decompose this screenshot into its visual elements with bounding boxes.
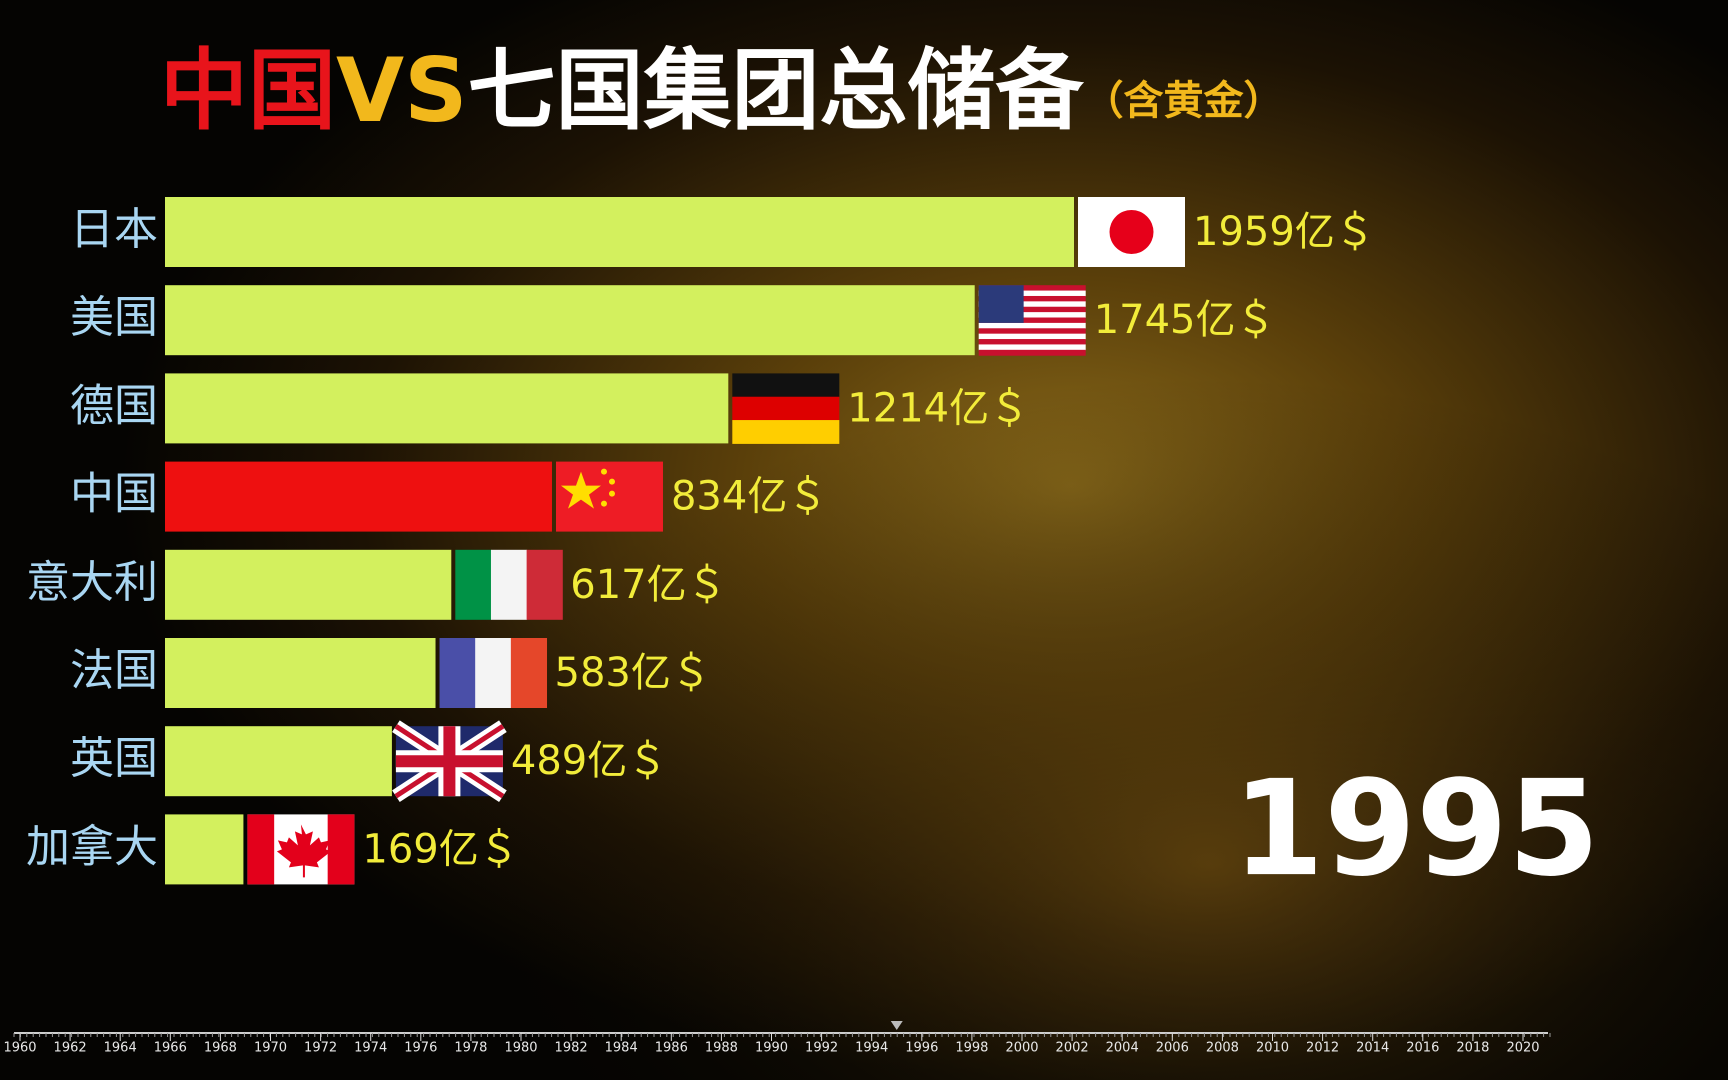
value-label: 834亿＄	[671, 474, 827, 520]
timeline-tick-label: 2012	[1306, 1041, 1339, 1056]
timeline-tick-label: 2006	[1156, 1041, 1189, 1056]
timeline-tick-label: 1982	[555, 1041, 588, 1056]
timeline-tick-label: 1978	[454, 1041, 487, 1056]
value-label: 583亿＄	[555, 650, 711, 696]
timeline-tick-label: 1988	[705, 1041, 738, 1056]
category-label: 加拿大	[26, 821, 158, 872]
flag	[327, 814, 355, 885]
flag	[560, 471, 601, 509]
flag	[608, 490, 615, 497]
timeline-tick-label: 2002	[1056, 1041, 1089, 1056]
flag	[978, 301, 1086, 308]
category-label: 德国	[70, 380, 158, 431]
year-label: 1995	[1232, 752, 1599, 906]
flag	[600, 468, 607, 475]
title-part: 中国	[160, 39, 336, 142]
bar	[165, 638, 436, 708]
timeline-tick-label: 2000	[1005, 1041, 1038, 1056]
chart-title: 中国VS七国集团总储备（含黄金）	[160, 39, 1284, 142]
title-part: VS	[336, 39, 467, 142]
category-label: 法国	[70, 645, 158, 696]
timeline-tick-label: 1990	[755, 1041, 788, 1056]
title-part: 七国集团总储备	[468, 39, 1085, 142]
timeline-tick-label: 1970	[254, 1041, 287, 1056]
timeline-tick-label: 2018	[1456, 1041, 1489, 1056]
timeline-tick-label: 1962	[54, 1041, 87, 1056]
bar	[165, 197, 1074, 267]
category-label: 意大利	[26, 557, 158, 608]
flag	[978, 333, 1086, 340]
flag	[978, 339, 1086, 345]
flag	[490, 549, 528, 620]
flag	[475, 638, 512, 708]
timeline-tick-label: 2016	[1406, 1041, 1439, 1056]
flag	[732, 396, 840, 421]
flag	[978, 285, 1024, 323]
flag	[978, 290, 1086, 297]
value-label: 169亿＄	[362, 826, 518, 872]
flag	[600, 500, 607, 507]
bar	[165, 373, 729, 444]
flag	[276, 824, 331, 878]
flag	[978, 344, 1086, 351]
bar	[165, 814, 244, 885]
flag	[978, 317, 1086, 324]
flag	[732, 373, 840, 398]
flag	[510, 638, 548, 708]
flag	[608, 478, 615, 485]
timeline-tick-label: 1972	[304, 1041, 337, 1056]
timeline-tick-label: 1974	[354, 1041, 387, 1056]
title-part: （含黄金）	[1084, 78, 1284, 124]
timeline-tick-label: 1966	[154, 1041, 187, 1056]
category-label: 日本	[70, 204, 158, 255]
value-label: 489亿＄	[511, 738, 667, 784]
timeline-tick-label: 2020	[1506, 1041, 1539, 1056]
timeline-tick-label: 1984	[605, 1041, 638, 1056]
bar	[165, 549, 452, 620]
timeline-tick-label: 1994	[855, 1041, 888, 1056]
flag	[978, 285, 1086, 292]
flag	[1109, 210, 1154, 254]
flag	[978, 349, 1086, 356]
timeline-tick-label: 1964	[104, 1041, 137, 1056]
flag	[395, 726, 503, 797]
timeline-tick-label: 1986	[655, 1041, 688, 1056]
category-label: 英国	[70, 733, 158, 784]
timeline-tick-label: 2004	[1106, 1041, 1139, 1056]
flag	[978, 312, 1086, 319]
timeline-tick-label: 2008	[1206, 1041, 1239, 1056]
flag	[439, 638, 476, 708]
timeline-tick-label: 1968	[204, 1041, 237, 1056]
flag	[978, 328, 1086, 335]
timeline-marker	[890, 1021, 903, 1030]
flag	[732, 420, 840, 444]
bar	[165, 285, 975, 356]
flag	[555, 461, 663, 532]
timeline-tick-label: 2014	[1356, 1041, 1389, 1056]
flag	[526, 549, 563, 620]
flag	[978, 295, 1086, 302]
bar	[165, 726, 392, 797]
timeline-tick-label: 2010	[1256, 1041, 1289, 1056]
bar	[165, 461, 552, 532]
timeline-tick-label: 1976	[404, 1041, 437, 1056]
timeline-tick-label: 1960	[3, 1041, 36, 1056]
timeline-tick-label: 1992	[805, 1041, 838, 1056]
category-label: 美国	[70, 292, 158, 343]
category-label: 中国	[70, 469, 158, 520]
flag	[455, 549, 492, 620]
value-label: 617亿＄	[570, 562, 726, 608]
timeline-tick-label: 1998	[955, 1041, 988, 1056]
value-label: 1745亿＄	[1094, 297, 1276, 343]
timeline-tick-label: 1996	[905, 1041, 938, 1056]
timeline-tick-label: 1980	[504, 1041, 537, 1056]
flag	[978, 306, 1086, 313]
value-label: 1959亿＄	[1193, 209, 1375, 255]
value-label: 1214亿＄	[847, 385, 1029, 431]
flag	[978, 322, 1086, 329]
flag	[247, 814, 275, 885]
